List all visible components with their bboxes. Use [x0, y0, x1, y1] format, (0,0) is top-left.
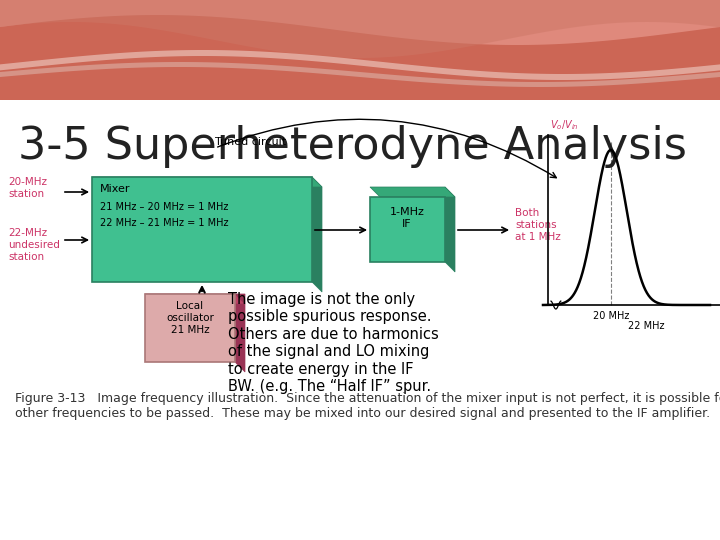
Text: 20-MHz
station: 20-MHz station — [8, 177, 47, 199]
Bar — [0, 0, 720, 100]
Polygon shape — [235, 294, 245, 372]
Polygon shape — [0, 0, 720, 45]
Text: Figure 3-13   Image frequency illustration.  Since the attenuation of the mixer : Figure 3-13 Image frequency illustration… — [15, 392, 720, 420]
Text: Local
oscillator
21 MHz: Local oscillator 21 MHz — [166, 301, 214, 335]
Polygon shape — [0, 0, 720, 58]
Polygon shape — [370, 187, 455, 197]
Text: 22 MHz: 22 MHz — [628, 321, 664, 331]
Polygon shape — [145, 294, 245, 304]
Polygon shape — [312, 177, 322, 292]
Text: 3-5 Superheterodyne Analysis: 3-5 Superheterodyne Analysis — [18, 125, 687, 168]
Text: 20 MHz: 20 MHz — [593, 311, 629, 321]
Text: 21 MHz – 20 MHz = 1 MHz: 21 MHz – 20 MHz = 1 MHz — [100, 202, 228, 212]
Polygon shape — [92, 177, 322, 187]
Polygon shape — [445, 187, 455, 272]
Text: 22 MHz – 21 MHz = 1 MHz: 22 MHz – 21 MHz = 1 MHz — [100, 218, 228, 228]
Bar — [92, 177, 312, 282]
Polygon shape — [0, 50, 720, 80]
Bar — [145, 294, 235, 362]
Polygon shape — [0, 62, 720, 87]
Text: Both
stations
at 1 MHz: Both stations at 1 MHz — [515, 208, 561, 241]
Text: The image is not the only
possible spurious response.
Others are due to harmonic: The image is not the only possible spuri… — [228, 292, 438, 394]
Text: 22-MHz
undesired
station: 22-MHz undesired station — [8, 228, 60, 261]
Text: Mixer: Mixer — [100, 184, 130, 194]
Bar — [370, 197, 445, 262]
Text: 1-MHz
IF: 1-MHz IF — [390, 207, 424, 229]
Text: $V_o/V_{in}$: $V_o/V_{in}$ — [550, 118, 579, 132]
Text: Tuned circuit: Tuned circuit — [215, 137, 286, 147]
